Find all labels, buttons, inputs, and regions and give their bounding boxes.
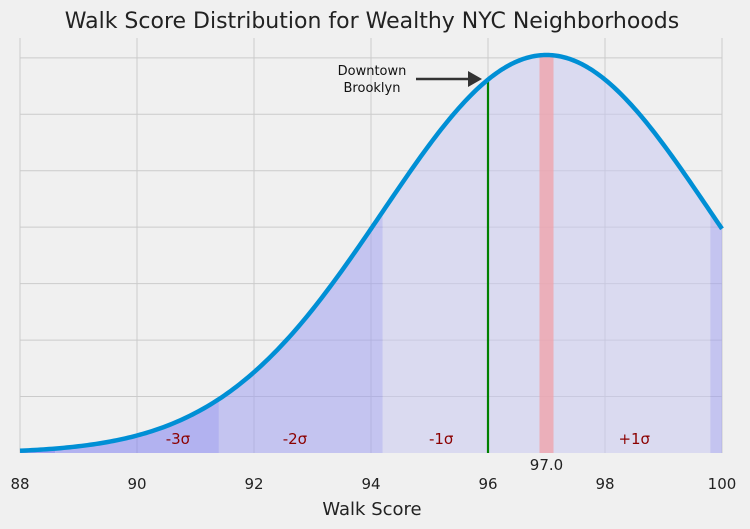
x-tick-label-0: 88 (10, 475, 29, 493)
annotation-line-1: Downtown (338, 64, 407, 79)
mean-value-label: 97.0 (530, 456, 563, 474)
sigma-band-3 (710, 211, 722, 453)
curve-group: -3σ -2σ -1σ +1σ 97.0 (19, 52, 724, 474)
sigma-label-0: -3σ (166, 430, 191, 448)
annotation: Downtown Brooklyn (338, 64, 482, 96)
distribution-curve (19, 52, 724, 453)
annotation-arrow-head (468, 71, 482, 87)
chart-title: Walk Score Distribution for Wealthy NYC … (65, 9, 679, 34)
x-tick-label-1: 90 (127, 475, 146, 493)
x-tick-label-3: 94 (361, 475, 380, 493)
sigma-band-0 (55, 399, 219, 453)
x-tick-label-5: 98 (595, 475, 614, 493)
sigma-label-3: +1σ (618, 430, 650, 448)
x-tick-label-2: 92 (244, 475, 263, 493)
sigma-label-1: -2σ (283, 430, 308, 448)
x-tick-label-4: 96 (478, 475, 497, 493)
x-tick-label-6: 100 (708, 475, 737, 493)
x-axis-ticks: 88 90 92 94 96 98 100 (10, 475, 736, 493)
sigma-label-2: -1σ (429, 430, 454, 448)
mean-marker-band (539, 55, 554, 453)
x-axis-label: Walk Score (322, 499, 421, 520)
annotation-line-2: Brooklyn (344, 81, 401, 96)
